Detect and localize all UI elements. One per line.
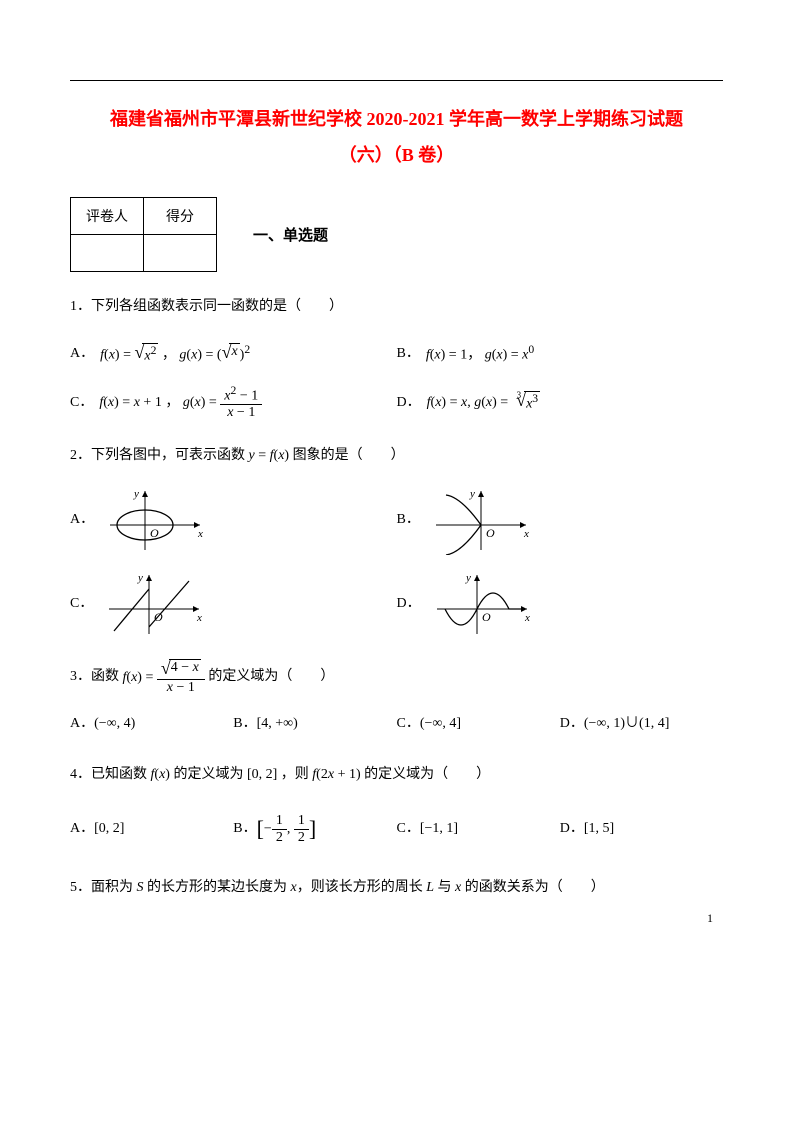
q4-B-math: [−12, 12] <box>257 805 317 853</box>
q2-option-C: C． O x y <box>70 569 397 639</box>
q1-D-math: f(x) = x, g(x) = 3√x3 <box>427 388 540 419</box>
q1-option-C: C． f(x) = x + 1 ， g(x) = x2 − 1x − 1 <box>70 385 397 420</box>
grader-empty-2 <box>144 235 217 272</box>
exam-title: 福建省福州市平潭县新世纪学校 2020-2021 学年高一数学上学期练习试题 （… <box>70 101 723 173</box>
q1-B-math: f(x) = 1， g(x) = x0 <box>426 337 534 371</box>
q4-option-A: A． [0, 2] <box>70 814 233 845</box>
svg-text:y: y <box>465 572 471 584</box>
q3-option-A: A．(−∞, 4) <box>70 709 233 740</box>
grader-table: 评卷人 得分 <box>70 197 217 272</box>
question-3: 3．函数 f(x) = √4 − x x − 1 的定义域为（ ） A．(−∞,… <box>70 659 723 740</box>
q4-option-D: D． [1, 5] <box>560 814 723 845</box>
q2-graph-A: O x y <box>100 485 210 555</box>
grader-empty-1 <box>71 235 144 272</box>
q2-option-D: D． O x y <box>397 569 724 639</box>
q4-option-B: B． [−12, 12] <box>233 805 396 853</box>
svg-text:O: O <box>150 526 159 540</box>
top-rule <box>70 80 723 81</box>
grader-row: 评卷人 得分 一、单选题 <box>70 197 723 272</box>
q2-graph-D: O x y <box>427 569 537 639</box>
svg-text:x: x <box>196 612 202 624</box>
q1-A-math: f(x) = √x2 ， g(x) = (√x)2 <box>100 337 250 371</box>
q1-option-A: A． f(x) = √x2 ， g(x) = (√x)2 <box>70 337 397 371</box>
q1-stem: 1．下列各组函数表示同一函数的是（ ） <box>70 292 723 323</box>
q5-stem: 5．面积为 S 的长方形的某边长度为 x，则该长方形的周长 L 与 x 的函数关… <box>70 873 723 904</box>
q3-option-C: C．(−∞, 4] <box>397 709 560 740</box>
grader-col-score: 得分 <box>144 198 217 235</box>
grader-col-person: 评卷人 <box>71 198 144 235</box>
q3-stem: 3．函数 f(x) = √4 − x x − 1 的定义域为（ ） <box>70 659 723 695</box>
question-4: 4．已知函数 f(x) 的定义域为 [0, 2] ，则 f(2x + 1) 的定… <box>70 760 723 853</box>
svg-text:x: x <box>523 528 529 540</box>
svg-text:x: x <box>197 528 203 540</box>
svg-text:O: O <box>482 610 491 624</box>
q2-graph-C: O x y <box>99 569 209 639</box>
q1-option-B: B． f(x) = 1， g(x) = x0 <box>397 337 724 371</box>
q4-stem: 4．已知函数 f(x) 的定义域为 [0, 2] ，则 f(2x + 1) 的定… <box>70 760 723 791</box>
q4-option-C: C． [−1, 1] <box>397 814 560 845</box>
q3-option-D: D．(−∞, 1)∪(1, 4] <box>560 709 723 740</box>
svg-text:y: y <box>137 572 143 584</box>
q2-option-A: A． O x y <box>70 485 397 555</box>
title-line-2: （六）（B 卷） <box>70 137 723 173</box>
svg-text:x: x <box>524 612 530 624</box>
svg-text:O: O <box>486 526 495 540</box>
svg-text:y: y <box>469 488 475 500</box>
page-number: 1 <box>707 911 713 926</box>
question-5: 5．面积为 S 的长方形的某边长度为 x，则该长方形的周长 L 与 x 的函数关… <box>70 873 723 904</box>
q2-option-B: B． O x y <box>397 485 724 555</box>
question-2: 2．下列各图中，可表示函数 y = f(x) 图象的是（ ） A． O x y <box>70 441 723 640</box>
q2-stem: 2．下列各图中，可表示函数 y = f(x) 图象的是（ ） <box>70 441 723 472</box>
q1-C-math: f(x) = x + 1 ， g(x) = x2 − 1x − 1 <box>99 385 262 420</box>
section-1-heading: 一、单选题 <box>253 224 328 245</box>
q3-option-B: B．[4, +∞) <box>233 709 396 740</box>
title-line-1: 福建省福州市平潭县新世纪学校 2020-2021 学年高一数学上学期练习试题 <box>70 101 723 137</box>
q1-option-D: D． f(x) = x, g(x) = 3√x3 <box>397 388 724 419</box>
svg-text:O: O <box>154 610 163 624</box>
q2-graph-B: O x y <box>426 485 536 555</box>
svg-text:y: y <box>133 488 139 500</box>
question-1: 1．下列各组函数表示同一函数的是（ ） A． f(x) = √x2 ， g(x)… <box>70 292 723 421</box>
